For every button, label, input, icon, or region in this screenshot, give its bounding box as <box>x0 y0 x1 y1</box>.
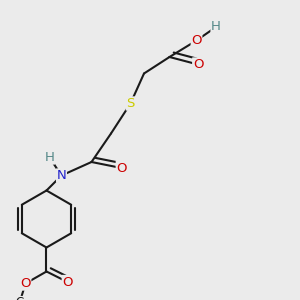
Text: N: N <box>57 169 66 182</box>
Text: O: O <box>20 277 31 290</box>
Text: H: H <box>211 20 221 34</box>
Text: O: O <box>116 161 127 175</box>
Text: H: H <box>45 151 54 164</box>
Text: S: S <box>126 97 135 110</box>
Text: O: O <box>191 34 202 47</box>
Text: C: C <box>15 296 24 300</box>
Text: O: O <box>193 58 203 71</box>
Text: O: O <box>62 275 73 289</box>
